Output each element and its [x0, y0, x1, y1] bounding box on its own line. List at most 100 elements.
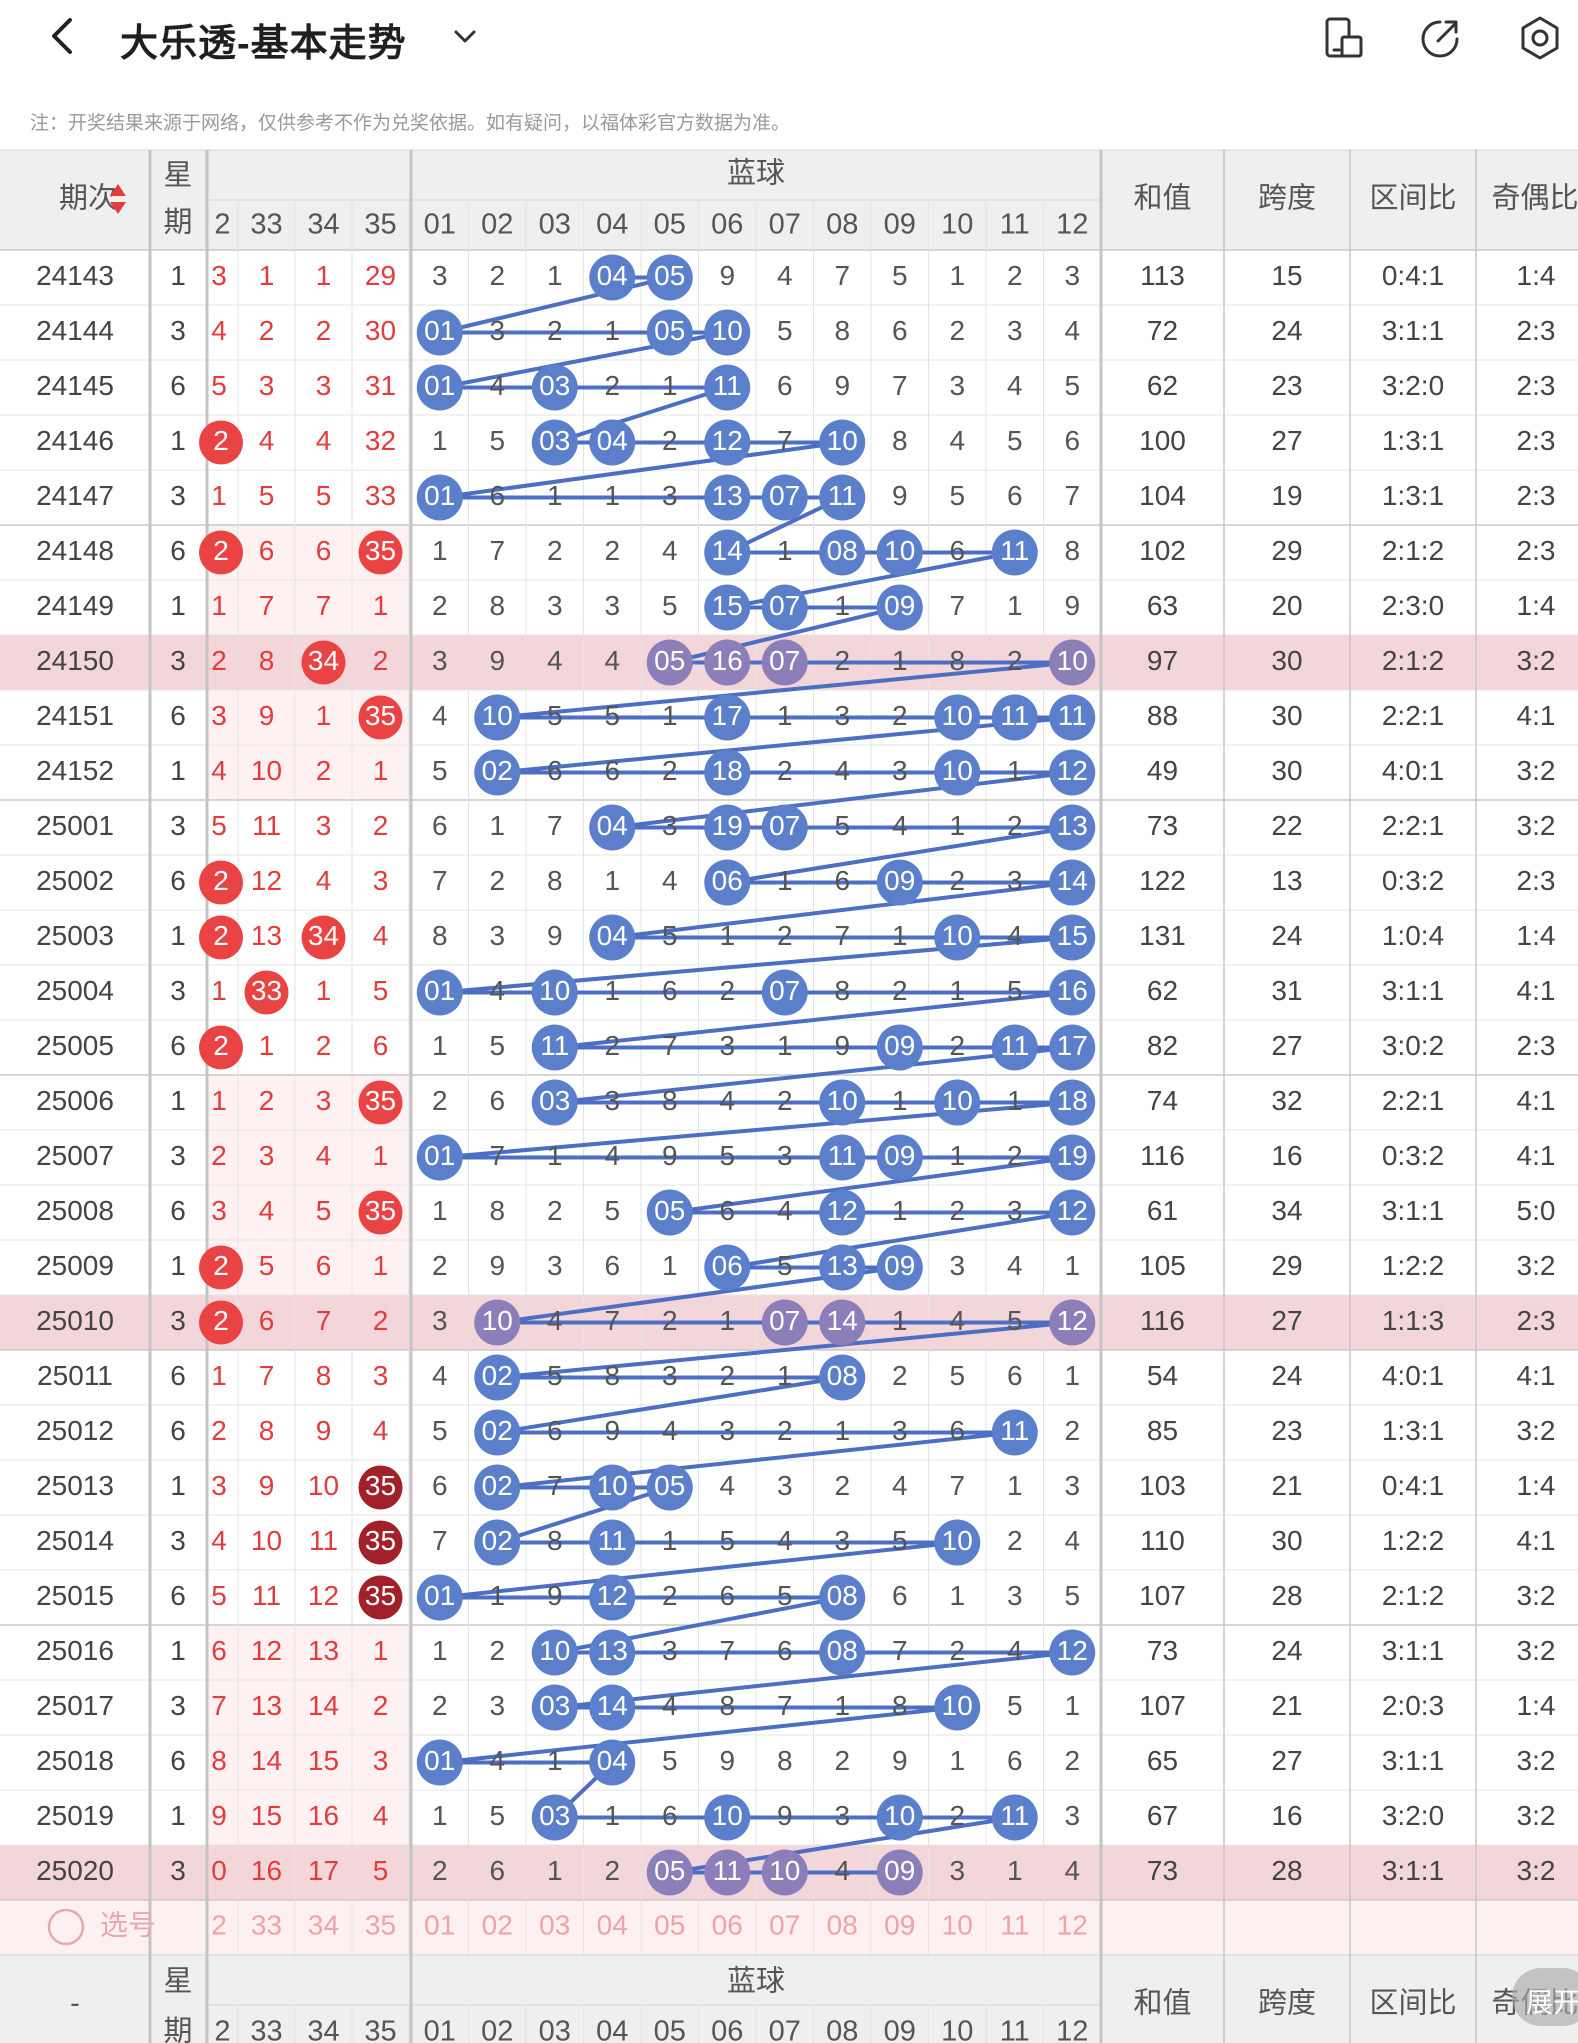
table-row[interactable] [0, 1460, 1578, 1515]
select-blue-number[interactable]: 06 [712, 1909, 743, 1940]
select-blue-number[interactable]: 07 [769, 1909, 800, 1940]
red-ball [301, 640, 346, 685]
blue-miss-cell: 9 [777, 1800, 793, 1831]
phone-icon[interactable] [1320, 14, 1368, 62]
select-front-number[interactable]: 33 [251, 1909, 282, 1940]
blue-miss-cell: 4 [777, 1195, 793, 1226]
blue-ball [646, 1189, 693, 1236]
blue-miss-cell: 7 [489, 535, 505, 566]
issue-cell: 25012 [36, 1415, 114, 1446]
expand-button[interactable]: 展开 [1512, 1968, 1578, 2026]
sum-cell: 67 [1147, 1800, 1178, 1831]
chevron-left-icon[interactable] [42, 14, 86, 58]
blue-miss-cell: 4 [662, 535, 678, 566]
front-band [207, 1735, 411, 1790]
select-blue-number[interactable]: 02 [482, 1909, 513, 1940]
blue-miss-cell: 4 [432, 700, 448, 731]
blue-miss-cell: 6 [892, 1580, 908, 1611]
blue-ball [531, 1629, 578, 1676]
issue-cell: 25001 [36, 810, 114, 841]
blue-miss-cell: 4 [489, 975, 505, 1006]
blue-ball-number: 04 [597, 1745, 628, 1776]
blue-miss-cell: 6 [1064, 425, 1080, 456]
select-front-number[interactable]: 35 [365, 1909, 396, 1940]
blue-miss-cell: 1 [892, 1195, 908, 1226]
front-miss-cell: 6 [316, 535, 332, 566]
sum-cell: 73 [1147, 1635, 1178, 1666]
blue-ball-number: 13 [597, 1635, 628, 1666]
select-label[interactable]: 选号 [100, 1909, 156, 1940]
blue-miss-cell: 2 [719, 1360, 735, 1391]
blue-miss-cell: 1 [949, 260, 965, 291]
blue-miss-cell: 7 [547, 1470, 563, 1501]
select-blue-number[interactable]: 03 [539, 1909, 570, 1940]
front-miss-cell: 9 [259, 700, 275, 731]
table-row[interactable] [0, 360, 1578, 415]
blue-miss-cell: 3 [777, 1470, 793, 1501]
select-radio-icon[interactable] [47, 1908, 85, 1946]
disclaimer-note: 注：开奖结果来源于网络，仅供参考不作为兑奖依据。如有疑问，以福体彩官方数据为准。 [30, 113, 791, 134]
blue-miss-cell: 2 [547, 1195, 563, 1226]
sort-down-icon[interactable] [110, 202, 126, 214]
select-blue-number[interactable]: 08 [827, 1909, 858, 1940]
share-icon[interactable] [1416, 14, 1464, 62]
blue-miss-cell: 4 [834, 1855, 850, 1886]
select-blue-number[interactable]: 09 [884, 1909, 915, 1940]
blue-miss-cell: 5 [1007, 1305, 1023, 1336]
blue-ball [646, 639, 693, 686]
table-row[interactable] [0, 250, 1578, 305]
blue-miss-cell: 4 [892, 1470, 908, 1501]
blue-miss-cell: 6 [604, 1250, 620, 1281]
blue-miss-cell: 1 [432, 535, 448, 566]
blue-ball [589, 254, 636, 301]
blue-miss-cell: 3 [604, 1085, 620, 1116]
front-col-header: 33 [250, 209, 282, 241]
front-miss-cell: 16 [251, 1855, 282, 1886]
front-miss-cell: 13 [251, 1690, 282, 1721]
front-miss-cell: 8 [259, 645, 275, 676]
chevron-down-icon[interactable] [448, 20, 482, 52]
red-ball-number: 35 [365, 1470, 396, 1501]
select-front-number[interactable]: 2 [211, 1909, 227, 1940]
select-blue-number[interactable]: 04 [597, 1909, 628, 1940]
front-miss-cell: 17 [308, 1855, 339, 1886]
blue-ball-number: 12 [827, 1195, 858, 1226]
blue-ball-number: 14 [597, 1690, 628, 1721]
select-blue-number[interactable]: 05 [654, 1909, 685, 1940]
front-miss-cell: 7 [259, 1360, 275, 1391]
blue-ball-number: 09 [884, 1140, 915, 1171]
sum-cell: 100 [1139, 425, 1186, 456]
blue-miss-cell: 9 [892, 1745, 908, 1776]
blue-ball-number: 09 [884, 1855, 915, 1886]
blue-miss-cell: 3 [547, 590, 563, 621]
settings-icon[interactable] [1516, 14, 1564, 62]
table-row[interactable] [0, 305, 1578, 360]
odd-even-cell: 2:3 [1517, 425, 1556, 456]
blue-miss-cell: 7 [834, 920, 850, 951]
blue-ball [934, 1519, 981, 1566]
blue-miss-cell: 5 [604, 1195, 620, 1226]
blue-miss-cell: 4 [1064, 315, 1080, 346]
red-ball-number: 35 [365, 700, 396, 731]
footer-blue-col: 11 [1000, 2016, 1030, 2043]
select-blue-number[interactable]: 10 [942, 1909, 973, 1940]
select-blue-number[interactable]: 01 [424, 1909, 455, 1940]
select-blue-number[interactable]: 11 [1000, 1909, 1029, 1940]
blue-miss-cell: 1 [432, 1800, 448, 1831]
issue-cell: 24151 [36, 700, 114, 731]
week-cell: 6 [170, 1030, 186, 1061]
blue-ball-number: 03 [539, 425, 570, 456]
sort-up-icon[interactable] [110, 184, 126, 196]
page-title[interactable]: 大乐透-基本走势 [120, 23, 407, 65]
blue-ball [991, 1024, 1038, 1071]
sum-cell: 131 [1139, 920, 1186, 951]
span-cell: 24 [1271, 920, 1302, 951]
select-front-number[interactable]: 34 [308, 1909, 339, 1940]
span-cell: 20 [1271, 590, 1302, 621]
select-blue-number[interactable]: 12 [1057, 1909, 1088, 1940]
front-miss-cell: 6 [211, 1635, 227, 1666]
footer-front-col: 2 [214, 2016, 230, 2043]
red-ball [358, 1080, 403, 1125]
sum-cell: 107 [1139, 1580, 1186, 1611]
red-ball [358, 1465, 403, 1510]
